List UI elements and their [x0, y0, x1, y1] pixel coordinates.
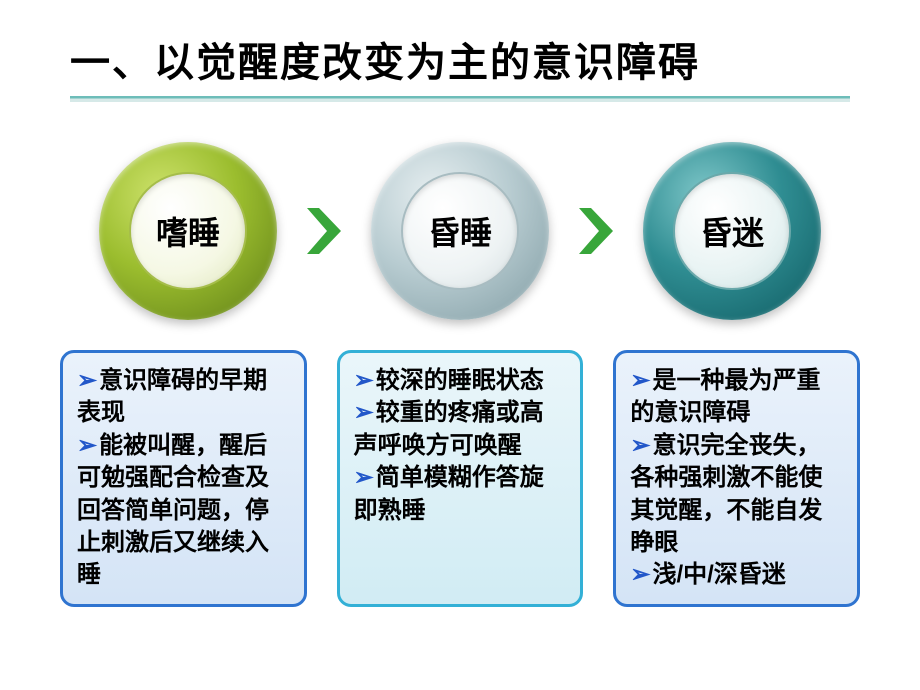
bullet-line: ➢是一种最为严重的意识障碍 [630, 365, 843, 430]
circle-label-1: 嗜睡 [129, 172, 247, 290]
title-underline [70, 96, 850, 102]
circle-stage-3: 昏迷 [643, 142, 821, 320]
page-title: 一、以觉醒度改变为主的意识障碍 [70, 30, 850, 88]
bullet-line: ➢浅/中/深昏迷 [630, 559, 843, 591]
bullet-text: 简单模糊作答旋即熟睡 [354, 464, 544, 523]
circle-label-2: 昏睡 [401, 172, 519, 290]
bullet-marker-icon: ➢ [77, 432, 97, 459]
bullet-text: 较重的疼痛或高声呼唤方可唤醒 [354, 399, 544, 458]
title-area: 一、以觉醒度改变为主的意识障碍 [0, 0, 920, 112]
box-row: ➢意识障碍的早期表现➢能被叫醒，醒后可勉强配合检查及回答简单问题，停止刺激后又继… [0, 350, 920, 607]
bullet-text: 能被叫醒，醒后可勉强配合检查及回答简单问题，停止刺激后又继续入睡 [77, 432, 269, 589]
bullet-text: 意识完全丧失，各种强刺激不能使其觉醒，不能自发睁眼 [630, 432, 822, 556]
bullet-line: ➢较重的疼痛或高声呼唤方可唤醒 [354, 397, 567, 462]
chevron-icon [577, 206, 615, 256]
circle-label-3: 昏迷 [673, 172, 791, 290]
bullet-line: ➢能被叫醒，醒后可勉强配合检查及回答简单问题，停止刺激后又继续入睡 [77, 430, 290, 592]
bullet-marker-icon: ➢ [77, 367, 97, 394]
info-box-2: ➢较深的睡眠状态➢较重的疼痛或高声呼唤方可唤醒➢简单模糊作答旋即熟睡 [337, 350, 584, 607]
bullet-marker-icon: ➢ [630, 367, 650, 394]
bullet-marker-icon: ➢ [630, 432, 650, 459]
bullet-line: ➢较深的睡眠状态 [354, 365, 567, 397]
chevron-icon [305, 206, 343, 256]
bullet-marker-icon: ➢ [630, 561, 650, 588]
bullet-text: 意识障碍的早期表现 [77, 367, 267, 426]
circle-stage-2: 昏睡 [371, 142, 549, 320]
bullet-text: 较深的睡眠状态 [376, 367, 544, 394]
bullet-line: ➢简单模糊作答旋即熟睡 [354, 462, 567, 527]
info-box-1: ➢意识障碍的早期表现➢能被叫醒，醒后可勉强配合检查及回答简单问题，停止刺激后又继… [60, 350, 307, 607]
bullet-marker-icon: ➢ [354, 367, 374, 394]
bullet-line: ➢意识障碍的早期表现 [77, 365, 290, 430]
bullet-marker-icon: ➢ [354, 464, 374, 491]
info-box-3: ➢是一种最为严重的意识障碍➢意识完全丧失，各种强刺激不能使其觉醒，不能自发睁眼➢… [613, 350, 860, 607]
bullet-text: 是一种最为严重的意识障碍 [630, 367, 820, 426]
bullet-text: 浅/中/深昏迷 [652, 561, 785, 588]
circle-row: 嗜睡 昏睡 昏迷 [0, 142, 920, 320]
circle-stage-1: 嗜睡 [99, 142, 277, 320]
bullet-marker-icon: ➢ [354, 399, 374, 426]
bullet-line: ➢意识完全丧失，各种强刺激不能使其觉醒，不能自发睁眼 [630, 430, 843, 560]
